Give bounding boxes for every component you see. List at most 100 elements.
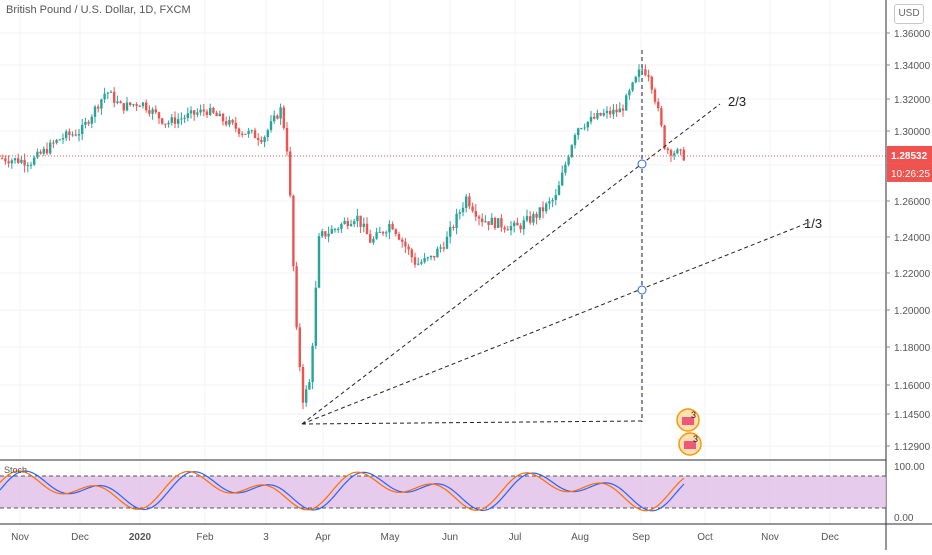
candle-body <box>663 125 666 149</box>
candle-body <box>346 220 349 227</box>
candle <box>458 209 461 220</box>
candle-body <box>263 137 266 143</box>
candle <box>90 114 93 129</box>
candle-body <box>135 104 138 106</box>
fan-line-1-3[interactable] <box>301 221 811 425</box>
fan-anchor-upper[interactable] <box>637 159 647 169</box>
candle <box>74 129 77 137</box>
candle-body <box>676 149 679 154</box>
candle-body <box>308 382 311 390</box>
candle-body <box>436 248 439 258</box>
candle-body <box>337 228 340 230</box>
candle <box>433 255 436 261</box>
candle-body <box>84 121 87 125</box>
candle <box>346 217 349 230</box>
candle-body <box>247 130 250 135</box>
candle <box>653 87 657 105</box>
candle-body <box>266 130 269 138</box>
candle <box>397 231 401 241</box>
fan-label-1-3: 1/3 <box>804 216 822 231</box>
candle <box>631 81 634 93</box>
candle-body <box>282 107 285 128</box>
candle-body <box>561 172 564 186</box>
time-tick-label: Apr <box>315 532 331 543</box>
candle-body <box>295 266 298 328</box>
candle <box>465 193 468 213</box>
time-tick-label: Aug <box>571 532 589 543</box>
candle <box>589 110 593 125</box>
base-line[interactable] <box>301 420 643 425</box>
candle <box>487 221 490 231</box>
event-marker-icon[interactable]: 3 <box>676 408 700 432</box>
candle <box>650 75 653 94</box>
candle <box>202 103 205 117</box>
countdown-tag-bg <box>887 163 932 182</box>
candle <box>452 224 455 231</box>
candle <box>23 153 26 173</box>
candle <box>561 165 564 187</box>
candle <box>577 127 580 140</box>
candle <box>573 133 577 149</box>
stochastic-pane[interactable]: Stoch 100.00 0.00 <box>0 462 925 524</box>
candle-body <box>506 229 509 231</box>
candle <box>612 103 615 119</box>
candle-body <box>637 69 641 77</box>
last-price-tag: 1.28532 10:26:25 <box>887 145 932 182</box>
candle-body <box>349 224 353 227</box>
candle <box>436 246 439 258</box>
candle-body <box>244 133 247 135</box>
candle <box>605 106 609 119</box>
candle-body <box>417 263 420 265</box>
candle <box>164 123 167 129</box>
candle <box>506 225 509 231</box>
candle-body <box>564 164 567 173</box>
candle <box>292 194 295 272</box>
candle <box>244 133 247 135</box>
candle-body <box>106 92 109 94</box>
last-price-value: 1.28532 <box>891 151 928 162</box>
candle <box>663 124 666 150</box>
candle-body <box>177 119 180 124</box>
currency-button[interactable]: USD <box>894 4 924 24</box>
candle <box>241 131 244 138</box>
candle-body <box>167 122 170 125</box>
candle-body <box>145 102 148 111</box>
candle <box>394 228 397 237</box>
candle-body <box>644 69 647 76</box>
candle-body <box>225 121 228 125</box>
candle <box>167 120 170 128</box>
candle <box>471 202 474 213</box>
candle-body <box>285 127 289 152</box>
candle-body <box>330 229 333 234</box>
candle <box>586 121 589 132</box>
candle-body <box>269 121 273 131</box>
candle <box>17 153 20 164</box>
candle-body <box>580 128 583 130</box>
time-axis[interactable]: Nov Dec 2020 Feb 3 Apr May Jun Jul Aug Sep Oct Nov De… <box>11 532 839 543</box>
candle-body <box>497 218 500 228</box>
price-axis[interactable]: 1.360001.340001.320001.300001.280001.260… <box>886 29 931 453</box>
fan-line-2-3[interactable] <box>301 103 721 425</box>
candle <box>439 244 442 253</box>
event-marker-icon[interactable]: 3 <box>678 432 702 456</box>
candle <box>81 118 84 140</box>
candle-body <box>161 118 164 124</box>
candle <box>183 114 186 124</box>
candle-body <box>33 157 36 165</box>
candle-body <box>353 221 356 225</box>
candle <box>337 227 340 233</box>
candle-body <box>29 164 33 166</box>
price-tick-label: 1.14500 <box>894 410 931 421</box>
candle <box>71 131 74 137</box>
candle <box>532 211 535 226</box>
candle <box>84 117 87 129</box>
fan-anchor-lower[interactable] <box>637 285 647 295</box>
candle-body <box>260 140 263 143</box>
drawing-tools[interactable] <box>301 50 811 425</box>
candle-body <box>407 246 410 250</box>
candle <box>36 148 39 160</box>
candle-body <box>116 101 119 103</box>
candle-body <box>237 128 241 134</box>
